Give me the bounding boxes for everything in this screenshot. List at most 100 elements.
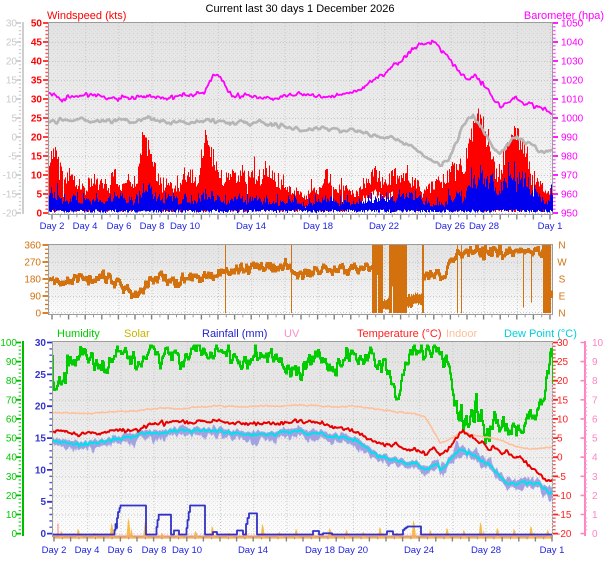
svg-text:270: 270 xyxy=(24,258,41,269)
svg-text:Day 18: Day 18 xyxy=(305,545,335,556)
svg-text:70: 70 xyxy=(6,395,18,406)
svg-text:Current last 30 days 1 Decembe: Current last 30 days 1 December 2026 xyxy=(206,3,395,15)
svg-text:Day 1: Day 1 xyxy=(538,221,563,232)
svg-text:90: 90 xyxy=(6,357,18,368)
svg-text:Day 18: Day 18 xyxy=(303,221,333,232)
svg-text:3: 3 xyxy=(592,472,598,483)
svg-text:0: 0 xyxy=(11,133,17,144)
svg-text:100: 100 xyxy=(0,338,17,349)
svg-text:-5: -5 xyxy=(8,152,17,163)
svg-text:40: 40 xyxy=(6,453,18,464)
svg-text:35: 35 xyxy=(31,76,43,87)
svg-text:25: 25 xyxy=(31,114,43,125)
svg-text:Day 10: Day 10 xyxy=(170,221,200,232)
svg-text:950: 950 xyxy=(561,209,578,220)
svg-text:7: 7 xyxy=(592,395,598,406)
svg-text:10: 10 xyxy=(35,465,47,476)
svg-text:Day 28: Day 28 xyxy=(471,545,501,556)
svg-text:W: W xyxy=(557,258,567,269)
svg-text:10: 10 xyxy=(592,338,604,349)
svg-text:1030: 1030 xyxy=(561,57,584,68)
svg-text:Day 14: Day 14 xyxy=(238,545,268,556)
svg-text:N: N xyxy=(558,309,565,320)
svg-text:20: 20 xyxy=(6,491,18,502)
svg-text:5: 5 xyxy=(557,434,563,445)
svg-text:Day 26: Day 26 xyxy=(435,221,465,232)
svg-text:-20: -20 xyxy=(3,209,18,220)
svg-text:Dew Point (°C): Dew Point (°C) xyxy=(504,328,577,340)
svg-text:Barometer (hpa): Barometer (hpa) xyxy=(524,10,604,22)
svg-text:Day 4: Day 4 xyxy=(75,545,100,556)
svg-text:0: 0 xyxy=(40,529,46,540)
svg-text:Day 2: Day 2 xyxy=(42,545,67,556)
svg-text:5: 5 xyxy=(40,497,46,508)
svg-text:Day 6: Day 6 xyxy=(108,545,133,556)
svg-text:50: 50 xyxy=(31,19,43,30)
svg-text:8: 8 xyxy=(592,376,598,387)
svg-text:10: 10 xyxy=(6,95,18,106)
svg-text:30: 30 xyxy=(6,19,18,30)
svg-text:15: 15 xyxy=(557,395,569,406)
svg-text:10: 10 xyxy=(557,414,569,425)
svg-text:960: 960 xyxy=(561,190,578,201)
svg-text:60: 60 xyxy=(6,414,18,425)
svg-text:40: 40 xyxy=(31,57,43,68)
svg-text:10: 10 xyxy=(6,510,18,521)
svg-text:Indoor: Indoor xyxy=(446,328,478,340)
svg-text:20: 20 xyxy=(6,57,18,68)
svg-text:Temperature (°C): Temperature (°C) xyxy=(357,328,441,340)
svg-text:15: 15 xyxy=(31,152,43,163)
svg-text:5: 5 xyxy=(592,434,598,445)
svg-text:0: 0 xyxy=(592,529,598,540)
svg-text:Day 2: Day 2 xyxy=(40,221,65,232)
svg-text:1050: 1050 xyxy=(561,19,584,30)
svg-text:990: 990 xyxy=(561,133,578,144)
svg-text:-15: -15 xyxy=(557,510,572,521)
svg-text:E: E xyxy=(559,292,566,303)
svg-text:UV: UV xyxy=(284,328,300,340)
svg-text:5: 5 xyxy=(11,114,17,125)
svg-text:20: 20 xyxy=(35,402,47,413)
svg-text:180: 180 xyxy=(24,275,41,286)
svg-text:45: 45 xyxy=(31,38,43,49)
svg-text:0: 0 xyxy=(36,209,42,220)
svg-text:15: 15 xyxy=(6,76,18,87)
svg-text:20: 20 xyxy=(557,376,569,387)
svg-text:6: 6 xyxy=(592,414,598,425)
svg-text:N: N xyxy=(558,241,565,252)
svg-text:1: 1 xyxy=(592,510,598,521)
svg-text:1010: 1010 xyxy=(561,95,584,106)
svg-text:-10: -10 xyxy=(557,491,572,502)
svg-text:Day 4: Day 4 xyxy=(73,221,98,232)
svg-text:970: 970 xyxy=(561,171,578,182)
svg-text:5: 5 xyxy=(36,190,42,201)
svg-text:30: 30 xyxy=(557,338,569,349)
svg-text:80: 80 xyxy=(6,376,18,387)
svg-text:50: 50 xyxy=(6,434,18,445)
svg-text:30: 30 xyxy=(35,338,47,349)
svg-text:0: 0 xyxy=(35,309,41,320)
svg-text:20: 20 xyxy=(31,133,43,144)
svg-text:30: 30 xyxy=(31,95,43,106)
svg-text:Day 8: Day 8 xyxy=(140,221,165,232)
svg-text:25: 25 xyxy=(6,38,18,49)
svg-text:-15: -15 xyxy=(3,190,18,201)
svg-text:Windspeed (kts): Windspeed (kts) xyxy=(47,10,126,22)
svg-text:-10: -10 xyxy=(3,171,18,182)
svg-text:Day 22: Day 22 xyxy=(369,221,399,232)
svg-text:-20: -20 xyxy=(557,529,572,540)
svg-text:15: 15 xyxy=(35,434,47,445)
svg-text:25: 25 xyxy=(35,370,47,381)
svg-text:Rainfall (mm): Rainfall (mm) xyxy=(202,328,267,340)
svg-text:1000: 1000 xyxy=(561,114,584,125)
svg-text:Day 28: Day 28 xyxy=(469,221,499,232)
svg-text:2: 2 xyxy=(592,491,598,502)
svg-text:Humidity: Humidity xyxy=(57,328,100,340)
svg-text:360: 360 xyxy=(24,241,41,252)
svg-text:980: 980 xyxy=(561,152,578,163)
svg-text:25: 25 xyxy=(557,357,569,368)
svg-text:90: 90 xyxy=(30,292,42,303)
svg-text:Day 1: Day 1 xyxy=(540,545,565,556)
svg-text:10: 10 xyxy=(31,171,43,182)
svg-text:0: 0 xyxy=(11,529,17,540)
